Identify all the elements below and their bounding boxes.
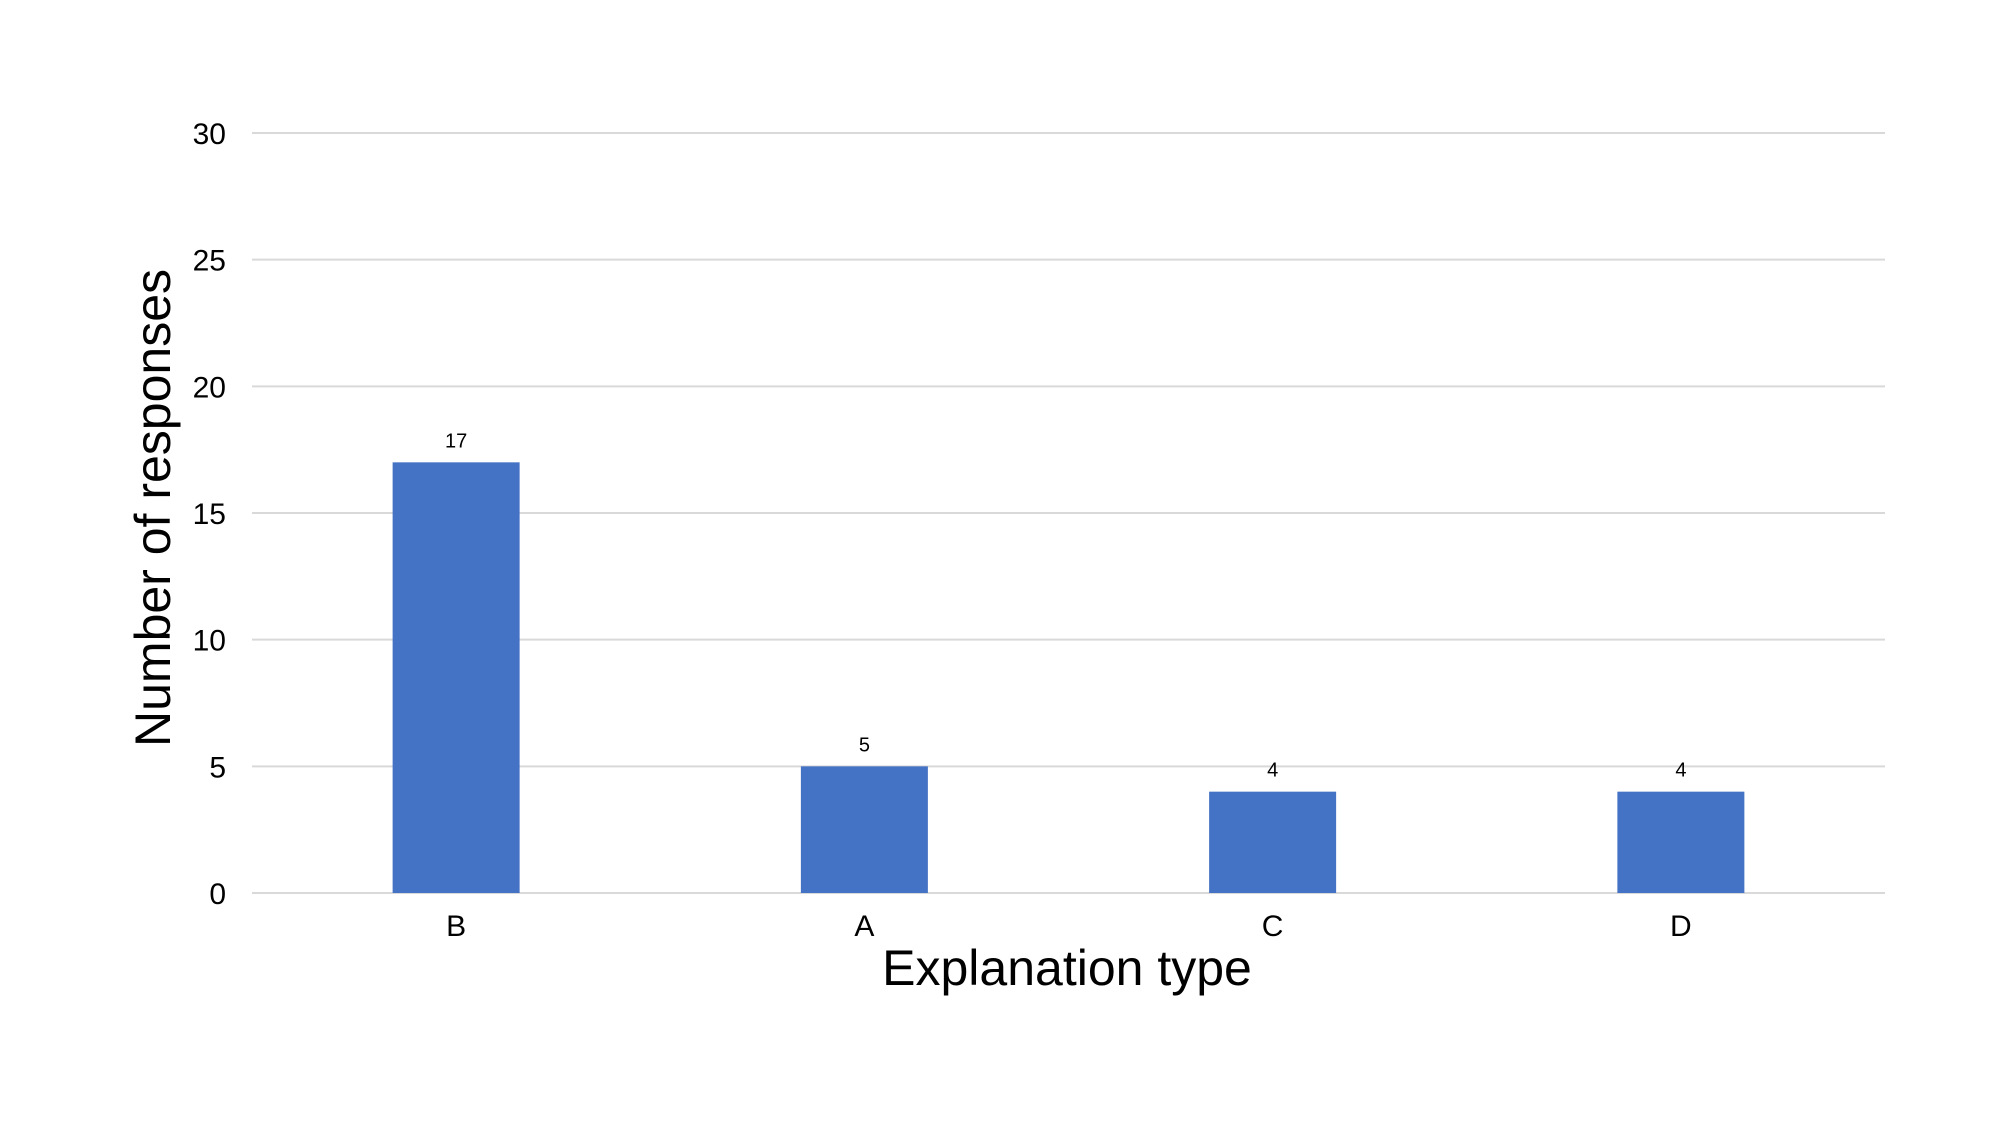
y-axis-title: Number of responses [125,269,181,747]
bar-A [800,766,928,893]
x-tick-label-C: C [1262,910,1284,943]
y-tick-label: 15 [193,498,226,531]
gridlines [252,132,1885,894]
data-labels: 17 5 4 4 [445,430,1686,781]
x-axis-title: Explanation type [882,940,1252,996]
data-label-D: 4 [1675,760,1686,782]
x-tick-label-D: D [1670,910,1692,943]
data-label-B: 17 [445,430,467,452]
bar-B [392,462,520,893]
data-label-A: 5 [859,734,870,756]
y-tick-label: 25 [193,245,226,278]
data-label-C: 4 [1267,760,1278,782]
bar-C [1209,791,1337,893]
y-axis-ticks: 0 5 10 15 20 25 30 [193,118,226,911]
y-tick-label: 5 [209,751,226,784]
y-tick-label: 20 [193,371,226,404]
x-tick-label-B: B [446,910,466,943]
bar-D [1617,791,1745,893]
bars [392,462,1745,893]
x-tick-label-A: A [854,910,874,943]
y-tick-label: 0 [209,878,226,911]
y-tick-label: 10 [193,625,226,658]
y-tick-label: 30 [193,118,226,151]
